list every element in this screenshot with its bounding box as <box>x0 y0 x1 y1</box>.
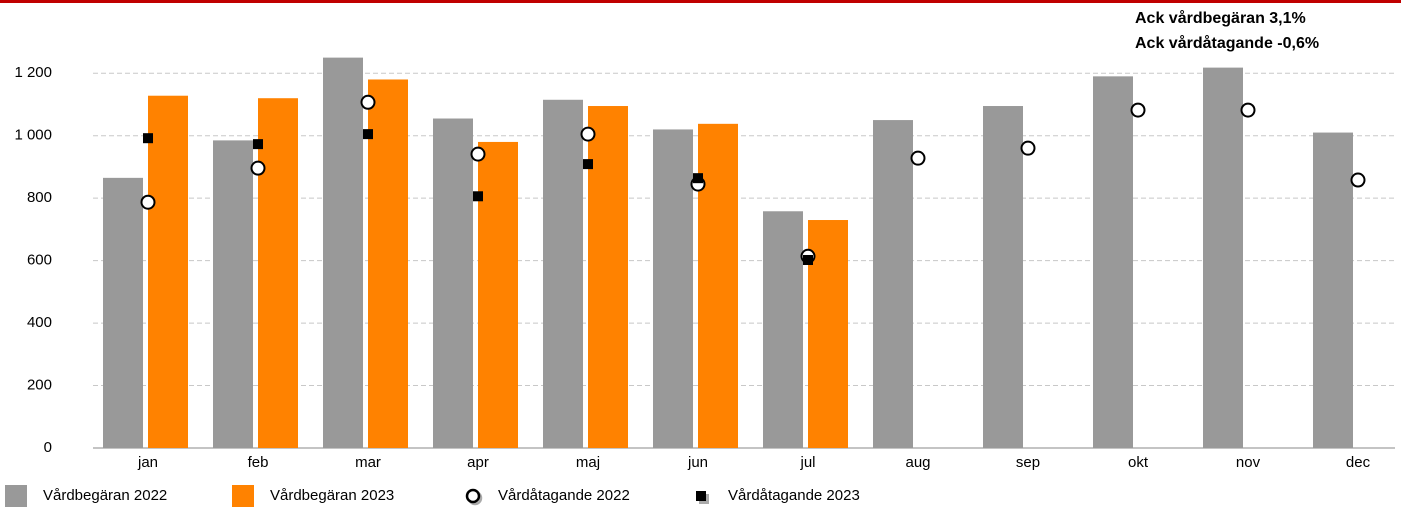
y-tick-label: 400 <box>27 314 52 331</box>
bar <box>543 99 583 449</box>
top-rule <box>0 0 1401 3</box>
marker <box>580 126 596 142</box>
bar <box>258 98 298 448</box>
bar <box>588 106 628 449</box>
bar <box>873 120 913 449</box>
y-tick-label: 1 000 <box>14 127 52 144</box>
annotation: Ack vårdåtagande -0,6% <box>1135 34 1319 52</box>
x-tick-label: maj <box>576 454 600 471</box>
legend-label: Vårdåtagande 2023 <box>728 487 860 504</box>
marker <box>583 159 593 170</box>
bar <box>698 123 738 448</box>
marker <box>143 133 153 144</box>
bar <box>148 95 188 449</box>
x-tick-label: mar <box>355 454 381 471</box>
bar <box>1313 132 1353 449</box>
bar <box>103 177 143 448</box>
bar <box>1093 76 1133 448</box>
marker <box>1350 172 1366 188</box>
marker <box>363 129 373 140</box>
legend-label: Vårdbegäran 2023 <box>270 487 394 504</box>
bar <box>433 118 473 448</box>
marker <box>1130 102 1146 118</box>
x-tick-label: jul <box>799 454 815 471</box>
marker <box>693 173 703 184</box>
bar <box>983 106 1023 449</box>
bar <box>763 211 803 448</box>
marker <box>253 139 263 150</box>
annotation: Ack vårdbegäran 3,1% <box>1135 9 1306 27</box>
marker <box>250 160 266 176</box>
x-tick-label: jan <box>137 454 158 471</box>
y-tick-label: 200 <box>27 377 52 394</box>
marker <box>473 191 483 202</box>
x-tick-label: feb <box>248 454 269 471</box>
bar <box>1203 67 1243 449</box>
bar <box>653 129 693 448</box>
x-tick-label: jun <box>687 454 708 471</box>
y-tick-label: 1 200 <box>14 64 52 81</box>
bar <box>368 79 408 448</box>
y-tick-label: 600 <box>27 252 52 269</box>
bar <box>478 141 518 448</box>
marker <box>360 94 376 110</box>
bar <box>213 140 253 448</box>
legend-label: Vårdåtagande 2022 <box>498 487 630 504</box>
y-tick-label: 0 <box>44 439 52 456</box>
marker <box>1240 102 1256 118</box>
bar <box>323 57 363 448</box>
x-tick-label: sep <box>1016 454 1040 471</box>
legend-swatch <box>5 485 27 507</box>
x-tick-label: nov <box>1236 454 1261 471</box>
marker <box>803 254 813 265</box>
marker <box>910 150 926 166</box>
x-tick-label: aug <box>905 454 930 471</box>
legend-swatch <box>232 485 254 507</box>
x-tick-label: okt <box>1128 454 1149 471</box>
x-tick-label: apr <box>467 454 489 471</box>
legend-swatch <box>696 491 706 501</box>
x-tick-label: dec <box>1346 454 1371 471</box>
legend-swatch <box>465 488 481 504</box>
marker <box>470 146 486 162</box>
marker <box>1020 140 1036 156</box>
y-tick-label: 800 <box>27 189 52 206</box>
marker <box>140 194 156 210</box>
legend-label: Vårdbegäran 2022 <box>43 487 167 504</box>
